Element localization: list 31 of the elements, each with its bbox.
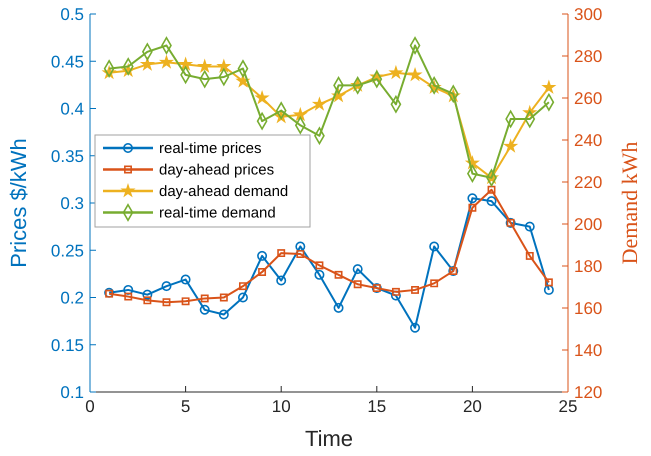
y2-tick-label: 280 [574, 47, 602, 66]
y-tick-label: 0.1 [60, 383, 84, 402]
y2-tick-label: 260 [574, 89, 602, 108]
x-tick-label: 0 [85, 397, 95, 416]
y2-tick-label: 140 [574, 341, 602, 360]
y-tick-label: 0.5 [60, 5, 84, 24]
x-tick-label: 5 [180, 397, 190, 416]
legend-label: day-ahead demand [159, 183, 288, 200]
legend-label: day-ahead prices [159, 162, 274, 178]
y-tick-label: 0.2 [60, 288, 84, 308]
y2-tick-label: 300 [574, 5, 602, 24]
y-tick-label: 0.4 [60, 100, 84, 118]
y2-axis-title: Demand kWh [617, 142, 642, 264]
y2-tick-label: 220 [574, 173, 602, 192]
x-tick-label: 20 [462, 397, 482, 416]
x-axis-title: Time [304, 426, 354, 451]
y-axis-title: Prices $/kWh [6, 138, 31, 268]
legend-label: real-time demand [159, 204, 276, 222]
y-tick-label: 0.25 [50, 241, 84, 260]
x-tick-label: 10 [272, 397, 291, 416]
y2-tick-label: 180 [574, 257, 602, 276]
y-tick-label: 0.45 [50, 52, 84, 72]
y-tick-label: 0.3 [60, 194, 84, 213]
legend-label: real-time prices [159, 140, 262, 157]
x-tick-label: 25 [558, 397, 578, 416]
x-tick-label: 15 [367, 397, 386, 416]
y2-tick-label: 200 [574, 215, 602, 234]
y-tick-label: 0.35 [50, 146, 84, 166]
y2-tick-label: 240 [574, 131, 602, 150]
y-tick-label: 0.15 [50, 336, 84, 355]
y2-tick-label: 160 [574, 299, 602, 318]
